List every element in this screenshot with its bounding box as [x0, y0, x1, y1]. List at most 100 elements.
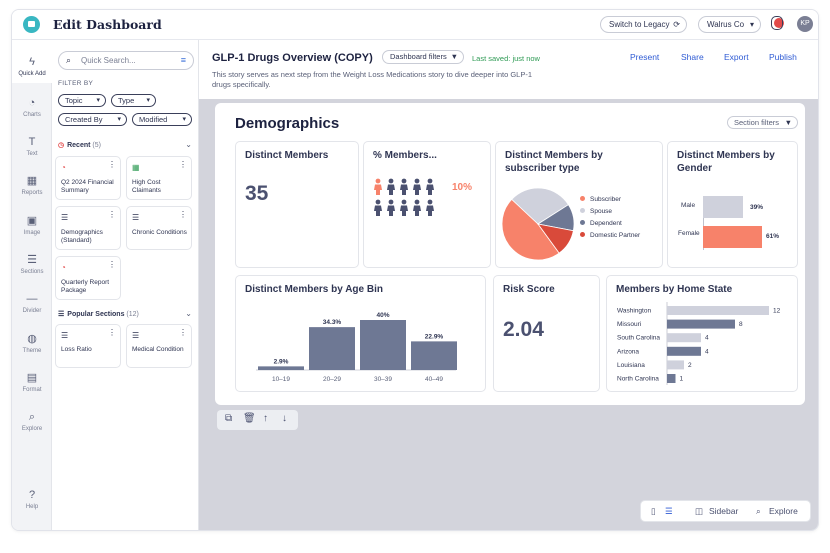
present-button[interactable]: Present: [630, 52, 660, 62]
tile-distinct-members[interactable]: Distinct Members 35: [235, 141, 359, 268]
recent-label: Recent: [67, 142, 91, 149]
person-icon: [374, 199, 382, 216]
rail-item-quick-add[interactable]: ϟ Quick Add: [12, 40, 52, 83]
rail-item-image[interactable]: ▣ Image: [12, 215, 52, 236]
card-chronic-conditions[interactable]: ☰ ⋮ Chronic Conditions: [126, 206, 192, 250]
card-loss-ratio[interactable]: ☰ ⋮ Loss Ratio: [55, 324, 121, 368]
clock-icon: ◷: [58, 142, 65, 149]
card-q2-financial[interactable]: ◔ ⋮ Q2 2024 Financial Summary: [55, 156, 121, 200]
filter-label: Created By: [65, 115, 103, 124]
more-icon[interactable]: ⋮: [108, 160, 116, 169]
more-icon[interactable]: ⋮: [108, 328, 116, 337]
y-tick-label: South Carolina: [617, 335, 660, 342]
more-icon[interactable]: ⋮: [179, 328, 187, 337]
state-bar-chart: Washington 12 Missouri 8 South Carolina 4 Ariz…: [617, 302, 781, 385]
rail-item-text[interactable]: T Text: [12, 136, 52, 157]
rail-label: Explore: [21, 426, 43, 432]
rail-item-help[interactable]: ? Help: [12, 489, 52, 510]
rail-label: Divider: [22, 308, 42, 314]
section-toolbar: ⧉ 🗑 ↑ ↓: [217, 410, 298, 430]
section-view-icon[interactable]: ☰: [665, 506, 673, 516]
legend-dot: [580, 220, 585, 225]
card-quarterly-report[interactable]: ◔ ⋮ Quarterly Report Package: [55, 256, 121, 300]
pie-slice: [537, 223, 574, 254]
arrow-up-icon[interactable]: ↑: [263, 413, 268, 424]
filter-created-by[interactable]: Created By ▾: [58, 113, 127, 126]
section-demographics[interactable]: Demographics Section filters ▼ Distinct …: [215, 103, 805, 405]
section-title[interactable]: Demographics: [235, 115, 340, 132]
document-description[interactable]: This story serves as next step from the …: [212, 70, 533, 89]
gender-bar-male: [703, 196, 743, 218]
age-bar-chart: 2.9% 10–19 34.3% 20–29 40% 30–39 22.9% 40–49: [256, 312, 457, 383]
org-selector[interactable]: Walrus Co ▾: [698, 16, 761, 33]
pct-value: 10%: [452, 182, 473, 193]
tile-title: Members by Home State: [616, 284, 733, 295]
tile-gender[interactable]: Distinct Members by Gender Male Female 3…: [667, 141, 798, 268]
publish-button[interactable]: Publish: [769, 52, 797, 62]
rail-item-charts[interactable]: ◔ Charts: [12, 97, 52, 118]
more-icon[interactable]: ⋮: [179, 160, 187, 169]
text-icon: T: [28, 136, 36, 148]
trash-icon[interactable]: 🗑: [243, 413, 256, 424]
recent-section-header[interactable]: ◷ Recent (5): [58, 141, 101, 149]
bar-value-label: 8: [739, 321, 743, 328]
pie-slice: [501, 198, 560, 261]
filter-settings-icon[interactable]: ≡: [180, 55, 186, 65]
more-icon[interactable]: ⋮: [108, 260, 116, 269]
arrow-down-icon[interactable]: ↓: [282, 413, 287, 424]
card-title: Demographics (Standard): [61, 229, 103, 244]
dashboard-filters-button[interactable]: Dashboard filters ▼: [382, 50, 464, 64]
x-tick-label: 20–29: [323, 376, 341, 383]
kpi-value: 2.04: [503, 318, 544, 341]
bar-value-label: 12: [773, 308, 781, 315]
card-demographics[interactable]: ☰ ⋮ Demographics (Standard): [55, 206, 121, 250]
filter-type[interactable]: Type ▾: [111, 94, 156, 107]
tile-home-state[interactable]: Members by Home State Washington 12 Missou…: [606, 275, 798, 392]
tile-title: Distinct Members: [245, 150, 329, 161]
rail-item-sections[interactable]: ☰ Sections: [12, 254, 52, 275]
page-view-icon[interactable]: ▯: [651, 506, 656, 516]
switch-legacy-button[interactable]: Switch to Legacy ⟳: [600, 16, 687, 33]
more-icon[interactable]: ⋮: [108, 210, 116, 219]
tile-risk-score[interactable]: Risk Score 2.04: [493, 275, 600, 392]
filter-modified[interactable]: Modified ▾: [132, 113, 192, 126]
person-icon: [387, 199, 395, 216]
filter-topic[interactable]: Topic ▾: [58, 94, 106, 107]
explore-icon: ⌕: [756, 506, 761, 516]
popular-section-header[interactable]: ☰ Popular Sections (12): [58, 310, 139, 318]
rail-item-explore[interactable]: ⌕ Explore: [12, 411, 52, 432]
bar-value-label: 2: [688, 362, 692, 369]
chevron-down-icon[interactable]: ⌄: [185, 309, 192, 318]
legend-label: Dependent: [590, 220, 622, 227]
section-filters-button[interactable]: Section filters ▼: [727, 116, 798, 129]
table-icon: ▦: [26, 175, 38, 187]
people-pictogram: [374, 178, 434, 216]
rail-item-divider[interactable]: — Divider: [12, 293, 52, 314]
explore-button[interactable]: Explore: [769, 506, 798, 516]
avatar[interactable]: KP: [797, 16, 813, 32]
tile-subscriber-type[interactable]: Distinct Members by subscriber type Subs…: [495, 141, 663, 268]
pie-chart-icon: ◔: [61, 163, 66, 172]
tile-age-bin[interactable]: Distinct Members by Age Bin 2.9% 10–19 34.…: [235, 275, 486, 392]
pie-chart-icon: ◔: [61, 263, 66, 272]
card-medical-condition[interactable]: ☰ ⋮ Medical Condition: [126, 324, 192, 368]
chevron-down-icon[interactable]: ⌄: [185, 140, 192, 149]
share-button[interactable]: Share: [681, 52, 704, 62]
sidebar-button[interactable]: Sidebar: [709, 506, 739, 516]
rail-item-theme[interactable]: ◍ Theme: [12, 333, 52, 354]
export-button[interactable]: Export: [724, 52, 749, 62]
document-title[interactable]: GLP-1 Drugs Overview (COPY): [212, 52, 373, 64]
age-bar: [258, 366, 304, 370]
bar-value-label: 34.3%: [323, 319, 342, 326]
tile-pct-members[interactable]: % Members... 10%: [363, 141, 491, 268]
card-high-cost[interactable]: ▦ ⋮ High Cost Claimants: [126, 156, 192, 200]
bar-value-label: 4: [705, 335, 709, 342]
person-icon: [374, 178, 382, 195]
search-input[interactable]: ⌕ Quick Search... ≡: [58, 51, 194, 70]
notification-icon[interactable]: [771, 16, 784, 30]
duplicate-icon[interactable]: ⧉: [225, 413, 233, 424]
more-icon[interactable]: ⋮: [179, 210, 187, 219]
rail-item-reports[interactable]: ▦ Reports: [12, 175, 52, 196]
rail-item-format[interactable]: ▤ Format: [12, 372, 52, 393]
person-icon: [400, 178, 408, 195]
